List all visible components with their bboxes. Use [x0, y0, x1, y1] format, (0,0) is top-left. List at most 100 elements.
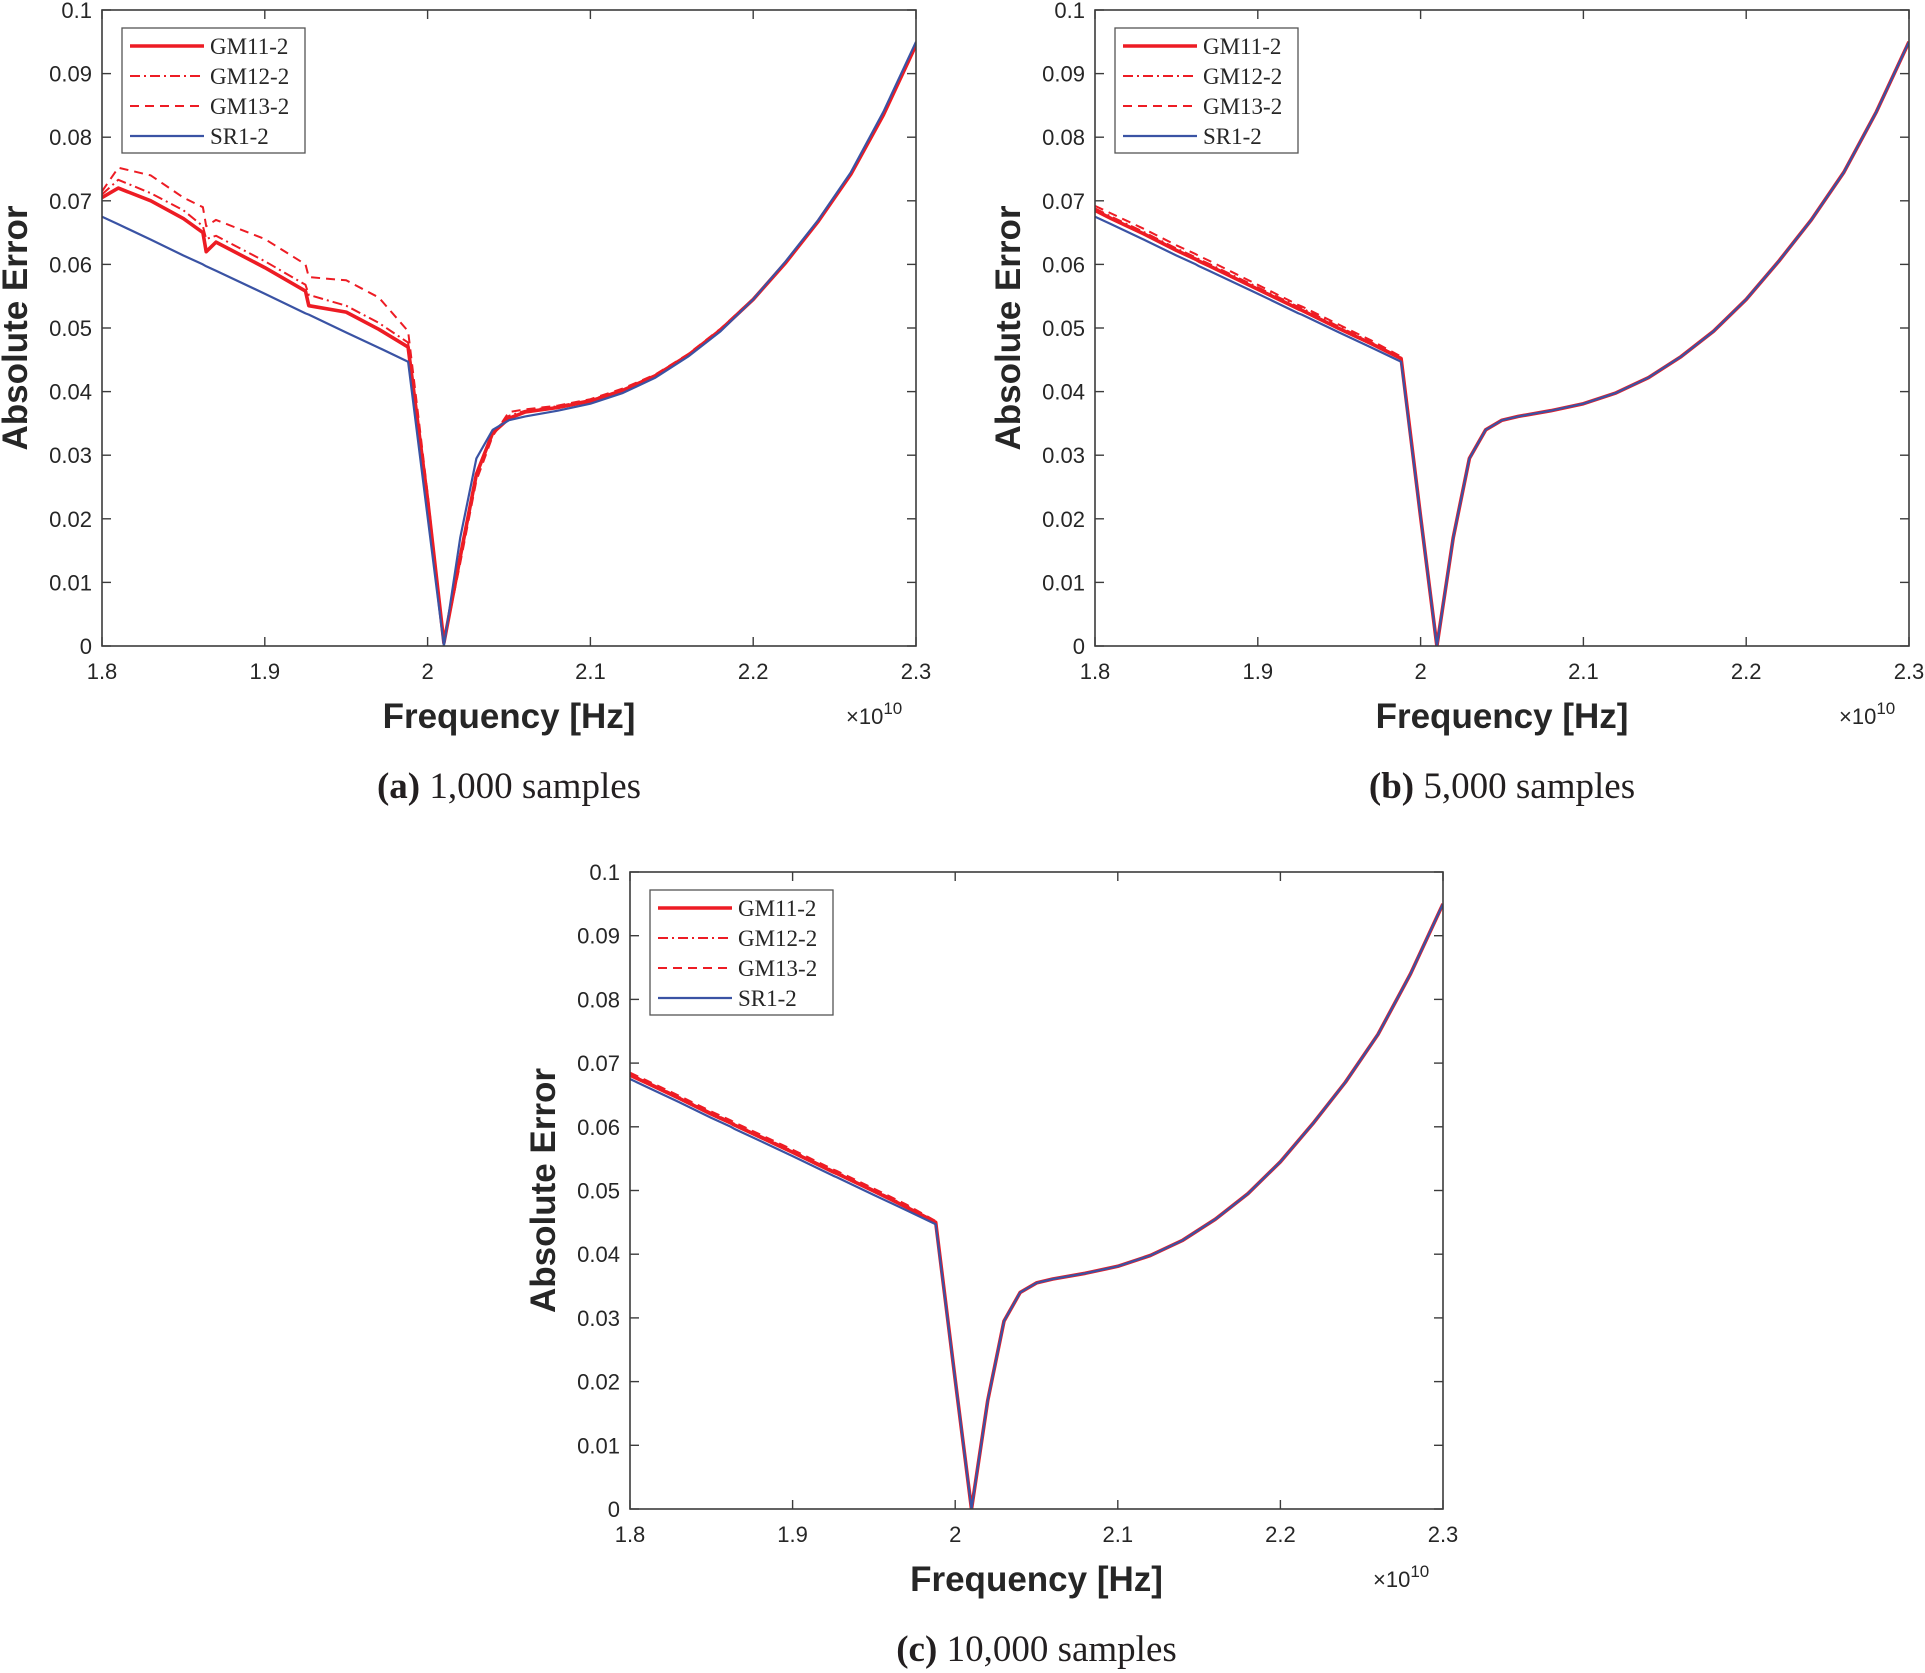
x-tick-label: 1.9: [250, 659, 281, 684]
y-tick-label: 0.09: [1042, 62, 1085, 87]
legend-label: SR1-2: [1203, 124, 1262, 149]
y-tick-label: 0.04: [49, 380, 92, 405]
legend-label: GM11-2: [738, 896, 816, 921]
x-exponent-power: 10: [1410, 1562, 1429, 1581]
x-tick-label: 1.8: [87, 659, 118, 684]
x-tick-label: 1.8: [615, 1522, 646, 1547]
legend-label: SR1-2: [210, 124, 269, 149]
series-line-sr1-2: [630, 903, 1443, 1509]
legend-label: GM11-2: [1203, 34, 1281, 59]
y-tick-label: 0.08: [49, 125, 92, 150]
y-tick-label: 0.1: [589, 860, 620, 885]
chart-c: 1.8 1.9 2 2.1 2.2 2.3 0 0.01 0.02 0.03 0.04 0.05 0.0…: [524, 860, 1458, 1670]
y-tick-label: 0.02: [1042, 507, 1085, 532]
x-exponent-base: ×10: [1839, 704, 1876, 729]
legend: GM11-2 GM12-2 GM13-2 SR1-2: [121, 27, 306, 154]
y-tick-label: 0.01: [1042, 570, 1085, 595]
x-tick-label: 2: [949, 1522, 961, 1547]
legend: GM11-2 GM12-2 GM13-2 SR1-2: [649, 889, 834, 1016]
x-exponent: ×1010: [846, 699, 902, 729]
caption: (c) 10,000 samples: [896, 1629, 1177, 1670]
y-tick-label: 0: [608, 1497, 620, 1522]
caption: (b) 5,000 samples: [1369, 766, 1635, 807]
x-exponent-power: 10: [1876, 699, 1895, 718]
x-tick-label: 2.1: [1103, 1522, 1134, 1547]
y-tick-label: 0.05: [577, 1179, 620, 1204]
x-axis-label: Frequency [Hz]: [1376, 697, 1629, 736]
y-tick-label: 0.09: [577, 924, 620, 949]
legend-label: GM11-2: [210, 34, 288, 59]
y-tick-label: 0.07: [1042, 189, 1085, 214]
x-tick-label: 2.3: [1894, 659, 1925, 684]
y-tick-label: 0.05: [49, 316, 92, 341]
y-tick-label: 0.02: [577, 1370, 620, 1395]
x-tick-label: 1.9: [1243, 659, 1274, 684]
legend-label: GM12-2: [210, 64, 289, 89]
x-tick-label: 1.9: [777, 1522, 808, 1547]
x-tick-label: 2.2: [1731, 659, 1762, 684]
x-exponent-power: 10: [883, 699, 902, 718]
caption: (a) 1,000 samples: [377, 766, 641, 807]
caption-text: 10,000 samples: [937, 1629, 1176, 1670]
x-exponent-base: ×10: [846, 704, 883, 729]
chart-a: 1.8 1.9 2 2.1 2.2 2.3 0 0.01 0.02 0.03 0.04 0.05 0.0…: [0, 0, 931, 807]
legend-box: [649, 889, 834, 1016]
y-tick-label: 0.03: [1042, 443, 1085, 468]
y-tick-label: 0.06: [1042, 252, 1085, 277]
legend-box: [121, 27, 306, 154]
caption-label: (b): [1369, 766, 1414, 807]
y-tick-label: 0: [80, 634, 92, 659]
x-exponent: ×1010: [1839, 699, 1895, 729]
y-axis-label: Absolute Error: [0, 205, 35, 450]
y-tick-label: 0.04: [1042, 380, 1085, 405]
x-exponent: ×1010: [1373, 1562, 1429, 1592]
legend: GM11-2 GM12-2 GM13-2 SR1-2: [1114, 27, 1299, 154]
caption-text: 5,000 samples: [1414, 766, 1635, 807]
x-tick-label: 2.2: [1265, 1522, 1296, 1547]
series-line-sr1-2: [1095, 41, 1909, 646]
legend-label: GM13-2: [738, 956, 817, 981]
y-axis-label: Absolute Error: [989, 205, 1028, 450]
y-tick-label: 0.1: [61, 0, 92, 23]
y-tick-label: 0.06: [49, 252, 92, 277]
legend-label: GM12-2: [738, 926, 817, 951]
y-tick-label: 0.02: [49, 507, 92, 532]
x-tick-label: 2.3: [1428, 1522, 1459, 1547]
caption-label: (a): [377, 766, 420, 807]
y-tick-label: 0.07: [49, 189, 92, 214]
x-tick-label: 2.1: [575, 659, 606, 684]
y-axis-label: Absolute Error: [524, 1068, 563, 1313]
y-tick-label: 0.03: [577, 1306, 620, 1331]
caption-label: (c): [896, 1629, 937, 1670]
x-tick-label: 1.8: [1080, 659, 1111, 684]
y-tick-label: 0.06: [577, 1115, 620, 1140]
legend-label: GM13-2: [210, 94, 289, 119]
x-tick-label: 2: [1414, 659, 1426, 684]
legend-box: [1114, 27, 1299, 154]
chart-b: 1.8 1.9 2 2.1 2.2 2.3 0 0.01 0.02 0.03 0.04 0.05 0.0…: [989, 0, 1924, 807]
y-tick-label: 0.01: [49, 570, 92, 595]
x-tick-label: 2.2: [738, 659, 769, 684]
legend-label: GM13-2: [1203, 94, 1282, 119]
y-tick-label: 0.04: [577, 1242, 620, 1267]
y-tick-label: 0.1: [1054, 0, 1085, 23]
legend-label: GM12-2: [1203, 64, 1282, 89]
caption-text: 1,000 samples: [420, 766, 641, 807]
y-tick-label: 0: [1073, 634, 1085, 659]
x-tick-label: 2: [421, 659, 433, 684]
y-tick-label: 0.08: [1042, 125, 1085, 150]
y-tick-label: 0.07: [577, 1051, 620, 1076]
y-tick-label: 0.08: [577, 987, 620, 1012]
series-line-sr1-2: [102, 41, 916, 646]
x-tick-label: 2.3: [901, 659, 932, 684]
x-tick-label: 2.1: [1568, 659, 1599, 684]
x-axis-label: Frequency [Hz]: [910, 1560, 1163, 1599]
y-tick-label: 0.05: [1042, 316, 1085, 341]
x-axis-label: Frequency [Hz]: [383, 697, 636, 736]
x-exponent-base: ×10: [1373, 1567, 1410, 1592]
y-tick-label: 0.01: [577, 1433, 620, 1458]
legend-label: SR1-2: [738, 986, 797, 1011]
y-tick-label: 0.09: [49, 62, 92, 87]
y-tick-label: 0.03: [49, 443, 92, 468]
